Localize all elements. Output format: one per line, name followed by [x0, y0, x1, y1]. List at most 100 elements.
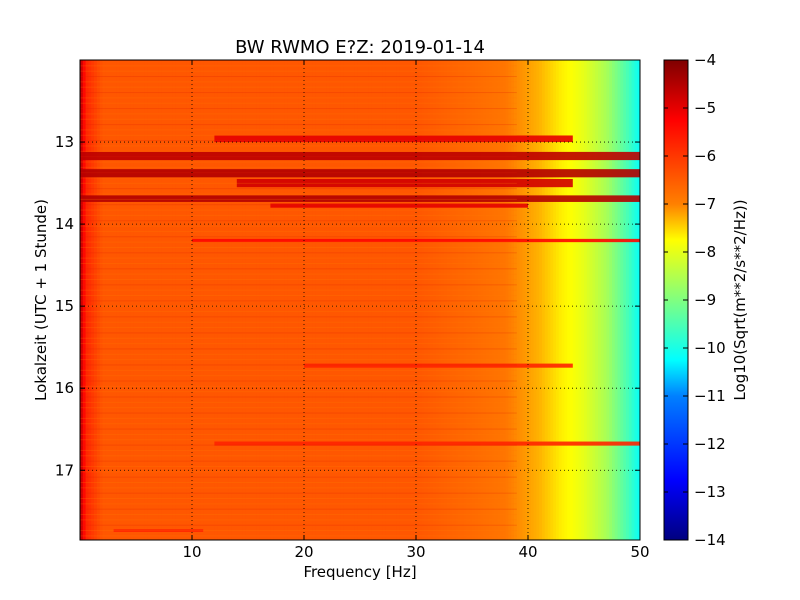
spectrogram-column: [236, 60, 241, 540]
spectrogram-column: [497, 60, 501, 540]
spectrogram-column: [455, 60, 459, 540]
spectrogram-column: [494, 60, 498, 540]
spectrogram-column: [147, 60, 151, 540]
spectrogram-column: [116, 60, 120, 540]
texture-stripe: [80, 455, 517, 457]
y-axis-label: Lokalzeit (UTC + 1 Stunde): [32, 199, 50, 401]
spectrogram-column: [175, 60, 179, 540]
spectrogram-column: [102, 60, 106, 540]
texture-stripe: [80, 262, 517, 264]
texture-stripe: [80, 444, 517, 446]
texture-stripe: [80, 375, 517, 377]
texture-stripe: [80, 492, 517, 494]
energy-band: [304, 363, 573, 368]
texture-stripe: [80, 295, 517, 297]
spectrogram-column: [85, 60, 89, 540]
spectrogram-column: [572, 60, 577, 540]
energy-band: [113, 529, 204, 532]
texture-stripe: [80, 166, 517, 168]
texture-stripe: [80, 118, 517, 120]
texture-stripe: [80, 327, 517, 329]
spectrogram-column: [404, 60, 409, 540]
texture-stripe: [80, 70, 517, 72]
spectrogram-column: [382, 60, 386, 540]
texture-stripe: [80, 412, 517, 414]
spectrogram-column: [533, 60, 537, 540]
spectrogram-column: [584, 60, 588, 540]
spectrogram-column: [264, 60, 269, 540]
spectrogram-column: [253, 60, 257, 540]
texture-stripe: [80, 102, 517, 104]
spectrogram-column: [474, 60, 479, 540]
spectrogram-column: [550, 60, 554, 540]
x-tick-label: 10: [182, 543, 201, 561]
spectrogram-column: [413, 60, 417, 540]
spectrogram-column: [318, 60, 322, 540]
spectrogram-column: [556, 60, 560, 540]
spectrogram-column: [178, 60, 182, 540]
spectrogram-column: [284, 60, 288, 540]
spectrogram-column: [388, 60, 392, 540]
spectrogram-column: [623, 60, 627, 540]
texture-stripe: [80, 279, 517, 281]
spectrogram-column: [466, 60, 470, 540]
spectrogram-column: [525, 60, 529, 540]
spectrogram-column: [276, 60, 280, 540]
spectrogram-column: [438, 60, 442, 540]
spectrogram-column: [197, 60, 201, 540]
spectrogram-column: [119, 60, 123, 540]
spectrogram-column: [603, 60, 607, 540]
texture-stripe: [80, 487, 517, 489]
texture-stripe: [80, 369, 517, 371]
spectrogram-column: [362, 60, 367, 540]
spectrogram-column: [410, 60, 414, 540]
texture-stripe: [80, 471, 517, 473]
spectrogram-column: [511, 60, 515, 540]
spectrogram-column: [416, 60, 420, 540]
spectrogram-column: [561, 60, 565, 540]
texture-stripe: [80, 407, 517, 409]
spectrogram-column: [164, 60, 168, 540]
spectrogram-column: [332, 60, 336, 540]
texture-stripe: [80, 124, 517, 126]
spectrogram-column: [343, 60, 347, 540]
spectrogram-column: [295, 60, 299, 540]
spectrogram-column: [290, 60, 294, 540]
spectrogram-column: [374, 60, 378, 540]
chart-title: BW RWMO E?Z: 2019-01-14: [235, 37, 485, 58]
spectrogram-column: [144, 60, 148, 540]
spectrogram-column: [136, 60, 140, 540]
texture-stripe: [80, 225, 517, 227]
texture-stripe: [80, 316, 517, 318]
texture-stripe: [80, 241, 517, 243]
texture-stripe: [80, 236, 517, 238]
texture-stripe: [80, 535, 517, 537]
spectrogram-column: [483, 60, 487, 540]
spectrogram-column: [183, 60, 187, 540]
spectrogram-column: [323, 60, 327, 540]
spectrogram-column: [99, 60, 103, 540]
texture-stripe: [80, 108, 517, 110]
spectrogram-column: [444, 60, 448, 540]
spectrogram-column: [514, 60, 518, 540]
texture-stripe: [80, 284, 517, 286]
spectrogram-column: [586, 60, 591, 540]
spectrogram-column: [544, 60, 549, 540]
texture-stripe: [80, 508, 517, 510]
texture-stripe: [80, 460, 517, 462]
spectrogram-column: [427, 60, 431, 540]
texture-stripe: [80, 391, 517, 393]
texture-stripe: [80, 230, 517, 232]
spectrogram-column: [267, 60, 271, 540]
spectrogram-column: [231, 60, 235, 540]
spectrogram-column: [452, 60, 456, 540]
spectrogram-column: [278, 60, 283, 540]
y-tick-label: 14: [55, 215, 74, 233]
spectrogram-column: [502, 60, 507, 540]
colorbar-tick-label: −13: [694, 483, 726, 501]
spectrogram-column: [399, 60, 403, 540]
colorbar-tick-label: −9: [694, 291, 716, 309]
texture-stripe: [80, 385, 517, 387]
spectrogram-column: [192, 60, 196, 540]
